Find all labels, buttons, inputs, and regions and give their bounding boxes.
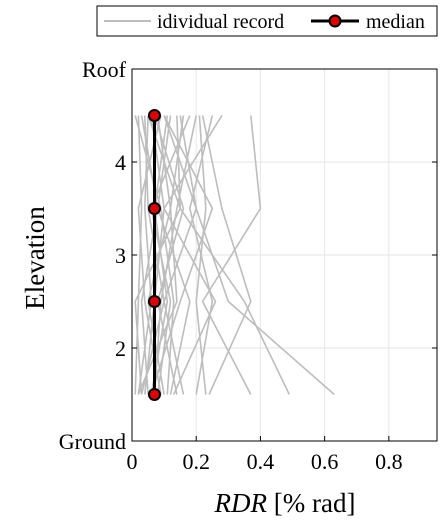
y-tick-label: 2 (115, 336, 126, 361)
record-line (153, 115, 185, 395)
median-point (147, 109, 161, 122)
median-series (147, 109, 161, 401)
record-line (134, 115, 182, 395)
record-line (137, 115, 153, 395)
legend-record-label: idividual record (157, 11, 284, 33)
record-line (137, 115, 162, 395)
y-axis-label: Elevation (20, 206, 50, 310)
x-tick-label: 0.6 (311, 449, 339, 474)
individual-records (134, 115, 335, 396)
y-tick-label: 4 (115, 150, 126, 175)
legend-box (96, 5, 438, 37)
record-line (201, 115, 252, 395)
record-line (150, 115, 169, 395)
legend-median-marker (328, 14, 342, 28)
x-tick-label: 0.2 (182, 449, 210, 474)
grid-lines (132, 69, 437, 441)
median-point (147, 388, 161, 401)
x-tick-label: 0 (127, 449, 138, 474)
y-tick-label: Ground (59, 429, 126, 454)
record-line (201, 115, 262, 395)
median-point (147, 202, 161, 215)
median-point (147, 295, 161, 308)
x-tick-label: 0.8 (375, 449, 403, 474)
x-axis-label-italic: RDR (214, 488, 268, 518)
legend: idividual record median (96, 5, 438, 37)
x-axis-label: RDR [% rad] (214, 488, 356, 518)
record-line (195, 115, 207, 395)
y-tick-label: 3 (115, 243, 126, 268)
y-tick-label: Roof (82, 57, 127, 82)
x-tick-label: 0.4 (247, 449, 275, 474)
legend-median-label: median (366, 11, 425, 33)
record-line (134, 115, 175, 395)
record-line (150, 115, 214, 395)
record-line (144, 115, 165, 395)
record-line (163, 115, 223, 395)
x-axis-label-unit: [% rad] (267, 488, 355, 518)
record-line (137, 115, 185, 395)
tick-labels: 0 0.2 0.4 0.6 0.8 Ground 2 3 4 Roof (59, 57, 437, 474)
